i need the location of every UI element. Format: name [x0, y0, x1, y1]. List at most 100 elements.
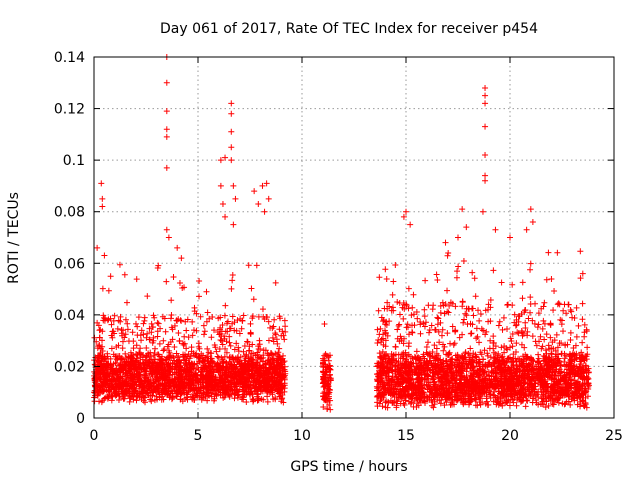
data-point-marker: [238, 325, 245, 332]
data-point-marker: [240, 312, 247, 319]
data-point-marker: [423, 343, 430, 350]
data-point-marker: [137, 345, 144, 352]
data-point-marker: [475, 307, 482, 314]
data-point-marker: [212, 344, 219, 351]
data-point-marker: [207, 350, 214, 357]
data-point-marker: [179, 398, 186, 405]
data-point-marker: [522, 403, 529, 410]
data-point-marker: [156, 340, 163, 347]
data-point-marker: [519, 279, 526, 286]
data-point-marker: [144, 330, 151, 337]
data-point-marker: [116, 261, 123, 268]
data-point-marker: [229, 313, 236, 320]
data-point-marker: [218, 328, 225, 335]
data-point-marker: [193, 327, 200, 334]
data-point-marker: [170, 273, 177, 280]
data-point-marker: [405, 343, 412, 350]
data-point-marker: [108, 321, 115, 328]
data-point-marker: [195, 340, 202, 347]
data-point-marker: [237, 353, 244, 360]
data-point-marker: [107, 273, 114, 280]
data-point-marker: [476, 317, 483, 324]
data-point-marker: [434, 276, 441, 283]
data-point-marker: [543, 331, 550, 338]
data-point-marker: [422, 277, 429, 284]
data-point-marker: [395, 322, 402, 329]
data-point-marker: [281, 336, 288, 343]
data-point-marker: [116, 393, 123, 400]
data-point-marker: [148, 320, 155, 327]
data-point-marker: [105, 287, 112, 294]
data-point-marker: [558, 321, 565, 328]
data-point-marker: [229, 272, 236, 279]
data-point-marker: [382, 266, 389, 273]
data-point-marker: [216, 345, 223, 352]
data-point-marker: [567, 336, 574, 343]
data-point-marker: [189, 332, 196, 339]
data-point-marker: [119, 394, 126, 401]
data-point-marker: [579, 300, 586, 307]
data-point-marker: [404, 321, 411, 328]
data-point-marker: [410, 291, 417, 298]
data-point-marker: [180, 341, 187, 348]
data-point-marker: [130, 345, 137, 352]
data-point-marker: [162, 328, 169, 335]
data-point-marker: [183, 327, 190, 334]
data-point-marker: [148, 398, 155, 405]
data-point-marker: [94, 319, 101, 326]
data-point-marker: [121, 271, 128, 278]
data-point-marker: [455, 263, 462, 270]
data-point-marker: [453, 274, 460, 281]
data-point-marker: [154, 333, 161, 340]
data-point-marker: [272, 394, 279, 401]
data-point-marker: [226, 358, 233, 365]
data-point-marker: [236, 359, 243, 366]
data-point-marker: [203, 354, 210, 361]
data-point-marker: [264, 314, 271, 321]
data-point-marker: [211, 327, 218, 334]
data-point-marker: [541, 299, 548, 306]
data-point-marker: [281, 317, 288, 324]
data-point-marker: [433, 271, 440, 278]
data-point-marker: [573, 333, 580, 340]
data-point-marker: [183, 345, 190, 352]
data-point-marker: [215, 315, 222, 322]
data-point-marker: [389, 304, 396, 311]
data-point-marker: [105, 394, 112, 401]
data-point-marker: [235, 344, 242, 351]
data-point-marker: [474, 333, 481, 340]
data-point-marker: [235, 388, 242, 395]
data-point-marker: [401, 402, 408, 409]
data-point-marker: [522, 319, 529, 326]
data-point-marker: [143, 345, 150, 352]
data-point-marker: [278, 332, 285, 339]
data-point-marker: [100, 312, 107, 319]
data-point-marker: [268, 350, 275, 357]
data-point-marker: [524, 332, 531, 339]
data-point-marker: [548, 275, 555, 282]
data-point-marker: [201, 331, 208, 338]
data-point-marker: [222, 345, 229, 352]
data-point-marker: [280, 373, 287, 380]
data-point-marker: [231, 346, 238, 353]
data-point-marker: [221, 335, 228, 342]
data-point-marker: [155, 320, 162, 327]
data-point-marker: [444, 330, 451, 337]
data-point-marker: [542, 347, 549, 354]
data-point-marker: [160, 337, 167, 344]
data-point-marker: [543, 276, 550, 283]
data-point-marker: [197, 371, 204, 378]
data-point-marker: [250, 396, 257, 403]
data-point-marker: [99, 285, 106, 292]
data-point-marker: [134, 332, 141, 339]
data-point-marker: [119, 338, 126, 345]
data-point-marker: [274, 340, 281, 347]
data-point-marker: [269, 334, 276, 341]
data-point-marker: [421, 306, 428, 313]
data-point-marker: [240, 348, 247, 355]
data-point-marker: [111, 312, 118, 319]
data-point-marker: [535, 321, 542, 328]
data-point-marker: [535, 351, 542, 358]
data-point-marker: [248, 285, 255, 292]
data-point-marker: [122, 316, 129, 323]
